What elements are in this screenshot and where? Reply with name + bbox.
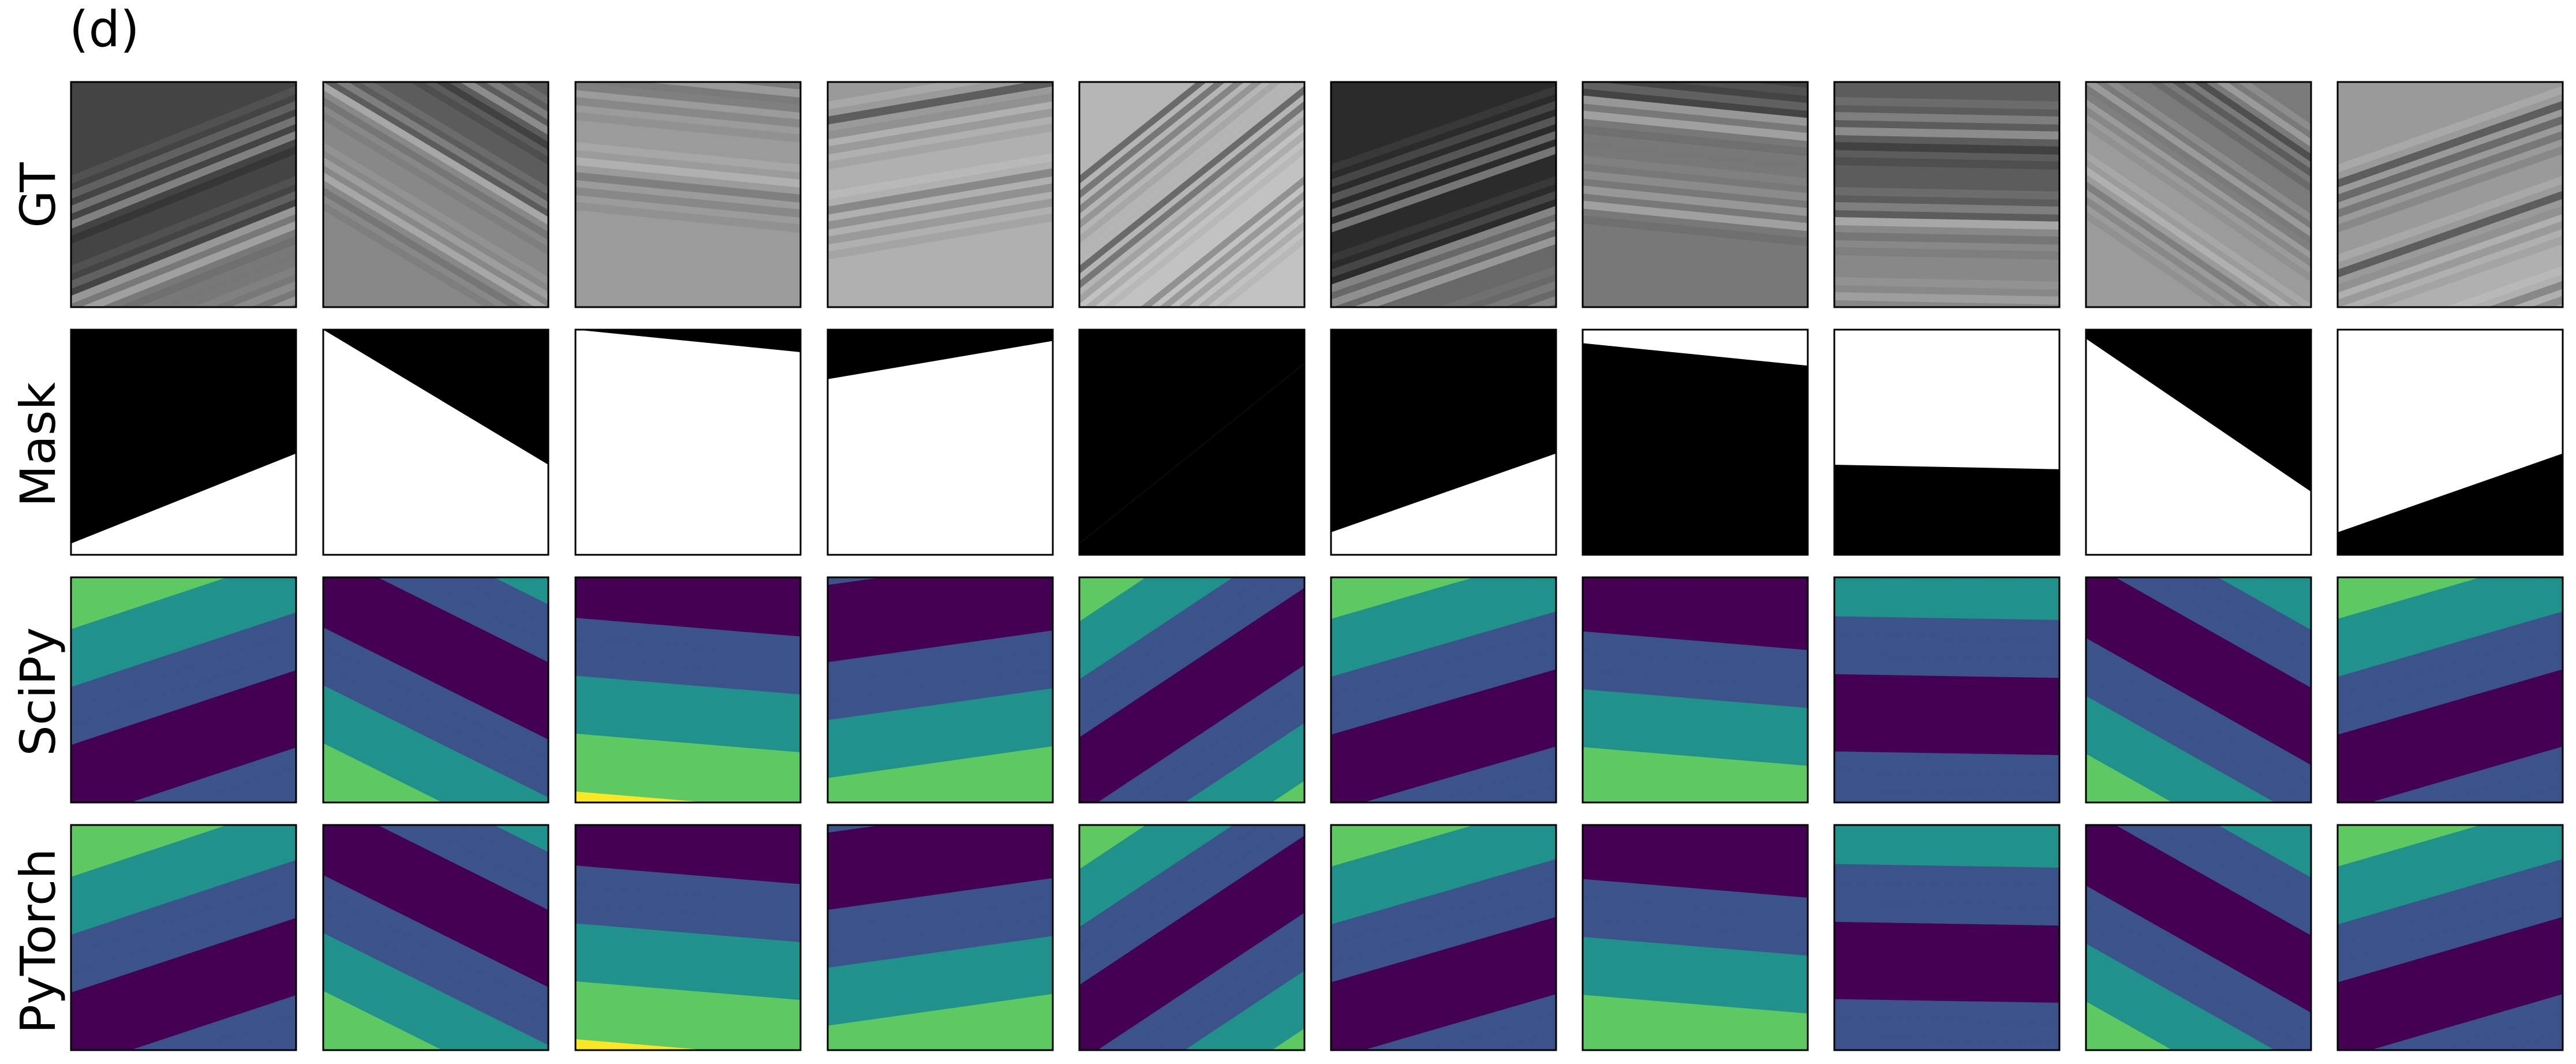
- cell-pytorch-5: [1078, 824, 1306, 1051]
- cell-gt-9: [2085, 81, 2312, 308]
- cell-gt-4: [827, 81, 1054, 308]
- cell-gt-7: [1582, 81, 1809, 308]
- cell-scipy-10: [2336, 576, 2564, 804]
- cell-gt-3: [574, 81, 802, 308]
- cell-scipy-3: [574, 576, 802, 804]
- cell-scipy-4: [827, 576, 1054, 804]
- cell-scipy-5: [1078, 576, 1306, 804]
- cell-pytorch-3: [574, 824, 802, 1051]
- row-label-scipy: SciPy: [10, 627, 66, 756]
- cell-pytorch-10: [2336, 824, 2564, 1051]
- cell-scipy-2: [322, 576, 549, 804]
- cell-scipy-9: [2085, 576, 2312, 804]
- row-label-mask: Mask: [10, 382, 66, 507]
- cell-scipy-7: [1582, 576, 1809, 804]
- row-label-pytorch: PyTorch: [10, 849, 66, 1034]
- cell-mask-10: [2336, 328, 2564, 556]
- cell-pytorch-2: [322, 824, 549, 1051]
- cell-gt-5: [1078, 81, 1306, 308]
- cell-gt-10: [2336, 81, 2564, 308]
- cell-mask-2: [322, 328, 549, 556]
- cell-mask-6: [1330, 328, 1557, 556]
- cell-pytorch-8: [1833, 824, 2061, 1051]
- cell-pytorch-9: [2085, 824, 2312, 1051]
- row-label-gt: GT: [10, 162, 66, 228]
- cell-mask-1: [70, 328, 297, 556]
- cell-pytorch-6: [1330, 824, 1557, 1051]
- cell-mask-4: [827, 328, 1054, 556]
- cell-mask-9: [2085, 328, 2312, 556]
- cell-scipy-1: [70, 576, 297, 804]
- cell-mask-8: [1833, 328, 2061, 556]
- cell-scipy-6: [1330, 576, 1557, 804]
- cell-mask-7: [1582, 328, 1809, 556]
- cell-pytorch-4: [827, 824, 1054, 1051]
- cell-gt-1: [70, 81, 297, 308]
- cell-pytorch-1: [70, 824, 297, 1051]
- cell-gt-6: [1330, 81, 1557, 308]
- cell-gt-2: [322, 81, 549, 308]
- cell-scipy-8: [1833, 576, 2061, 804]
- cell-pytorch-7: [1582, 824, 1809, 1051]
- cell-gt-8: [1833, 81, 2061, 308]
- cell-mask-3: [574, 328, 802, 556]
- panel-label: (d): [69, 1, 140, 58]
- cell-mask-5: [1078, 328, 1306, 556]
